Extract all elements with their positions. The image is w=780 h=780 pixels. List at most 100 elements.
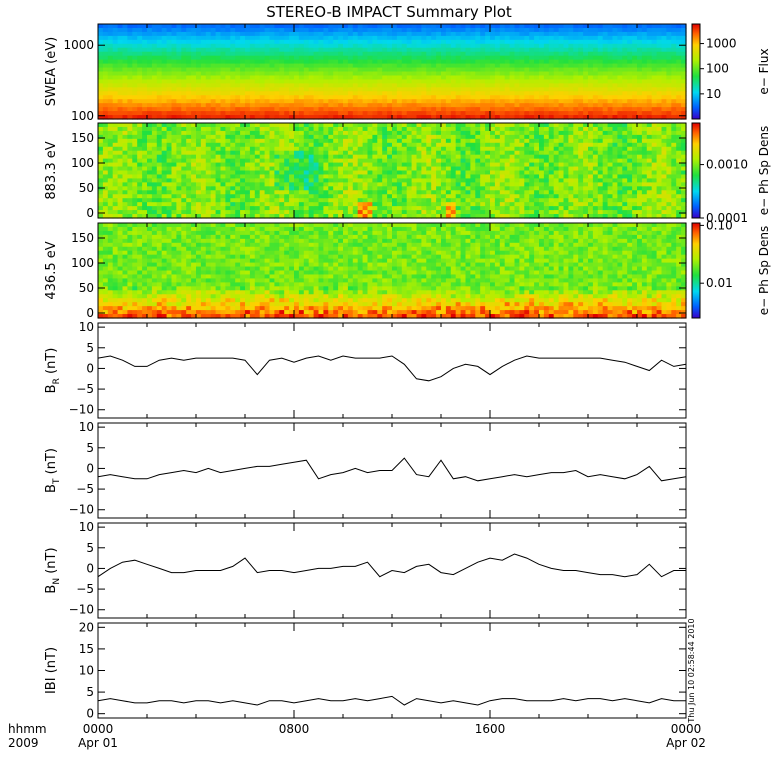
heatmap-cell <box>622 107 628 112</box>
heatmap-cell <box>196 178 202 183</box>
heatmap-cell <box>578 55 584 61</box>
heatmap-cell <box>176 71 182 77</box>
heatmap-cell <box>102 214 109 219</box>
heatmap-cell <box>490 27 496 33</box>
heatmap-cell <box>122 210 128 215</box>
heatmap-cell <box>534 111 540 116</box>
heatmap-cell <box>240 182 246 187</box>
heatmap-cell <box>504 59 511 65</box>
heatmap-cell <box>387 91 393 96</box>
heatmap-cell <box>200 95 207 100</box>
heatmap-cell <box>245 63 251 69</box>
heatmap-cell <box>318 123 324 128</box>
heatmap-cell <box>176 126 182 132</box>
heatmap-cell <box>578 43 584 49</box>
heatmap-cell <box>264 206 271 211</box>
heatmap-cell <box>196 59 202 65</box>
heatmap-cell <box>254 83 261 88</box>
heatmap-cell <box>196 190 202 195</box>
heatmap-cell <box>298 202 305 207</box>
heatmap-cell <box>362 158 369 164</box>
heatmap-cell <box>259 87 266 92</box>
heatmap-cell <box>445 31 452 37</box>
heatmap-cell <box>573 99 579 104</box>
heatmap-cell <box>406 210 413 215</box>
heatmap-cell <box>347 111 354 116</box>
heatmap-cell <box>245 146 251 152</box>
heatmap-cell <box>318 126 324 132</box>
heatmap-cell <box>186 63 192 69</box>
heatmap-cell <box>240 95 246 100</box>
heatmap-cell <box>220 174 226 180</box>
heatmap-cell <box>514 182 520 187</box>
heatmap-cell <box>161 31 168 37</box>
heatmap-cell <box>127 47 133 53</box>
heatmap-cell <box>259 75 266 81</box>
heatmap-cell <box>558 35 565 41</box>
heatmap-cell <box>225 83 231 88</box>
heatmap-cell <box>328 170 334 176</box>
heatmap-cell <box>274 198 280 203</box>
heatmap-cell <box>568 59 574 65</box>
heatmap-cell <box>191 55 197 61</box>
heatmap-cell <box>347 126 354 132</box>
heatmap-cell <box>573 115 579 120</box>
heatmap-cell <box>416 138 422 144</box>
heatmap-cell <box>627 39 633 45</box>
heatmap-cell <box>494 182 501 187</box>
heatmap-cell <box>578 79 584 84</box>
heatmap-cell <box>181 123 187 128</box>
heatmap-cell <box>534 71 540 77</box>
heatmap-cell <box>534 95 540 100</box>
heatmap-cell <box>196 24 202 29</box>
heatmap-cell <box>220 87 226 92</box>
heatmap-cell <box>406 87 413 92</box>
heatmap-cell <box>98 35 104 41</box>
heatmap-cell <box>421 111 427 116</box>
heatmap-cell <box>421 103 427 108</box>
heatmap-cell <box>588 115 594 120</box>
heatmap-cell <box>191 162 197 168</box>
heatmap-cell <box>357 27 364 33</box>
heatmap-cell <box>367 35 373 41</box>
heatmap-cell <box>377 134 383 140</box>
heatmap-cell <box>406 126 413 132</box>
heatmap-cell <box>259 134 266 140</box>
heatmap-cell <box>269 111 275 116</box>
heatmap-cell <box>357 59 364 65</box>
heatmap-cell <box>245 138 251 144</box>
heatmap-cell <box>465 31 471 37</box>
heatmap-cell <box>264 27 271 33</box>
heatmap-cell <box>573 35 579 41</box>
heatmap-cell <box>186 123 192 128</box>
heatmap-cell <box>225 79 231 84</box>
heatmap-cell <box>396 178 403 183</box>
heatmap-cell <box>450 111 457 116</box>
heatmap-cell <box>210 150 217 156</box>
heatmap-cell <box>573 103 579 108</box>
heatmap-cell <box>171 47 177 53</box>
heatmap-cell <box>367 39 373 45</box>
heatmap-cell <box>147 59 153 65</box>
heatmap-cell <box>524 31 530 37</box>
heatmap-cell <box>220 182 226 187</box>
heatmap-cell <box>294 198 300 203</box>
heatmap-cell <box>240 43 246 49</box>
heatmap-cell <box>196 79 202 84</box>
heatmap-cell <box>279 142 285 148</box>
heatmap-cell <box>392 35 398 41</box>
heatmap-cell <box>661 79 667 84</box>
heatmap-cell <box>431 130 437 136</box>
heatmap-cell <box>151 186 158 191</box>
heatmap-cell <box>416 79 422 84</box>
heatmap-cell <box>323 87 329 92</box>
heatmap-cell <box>450 214 457 219</box>
heatmap-cell <box>313 91 320 96</box>
heatmap-cell <box>681 79 687 84</box>
heatmap-cell <box>436 87 442 92</box>
heatmap-cell <box>117 178 124 183</box>
heatmap-cell <box>514 43 520 49</box>
heatmap-cell <box>563 79 569 84</box>
heatmap-cell <box>122 214 128 219</box>
